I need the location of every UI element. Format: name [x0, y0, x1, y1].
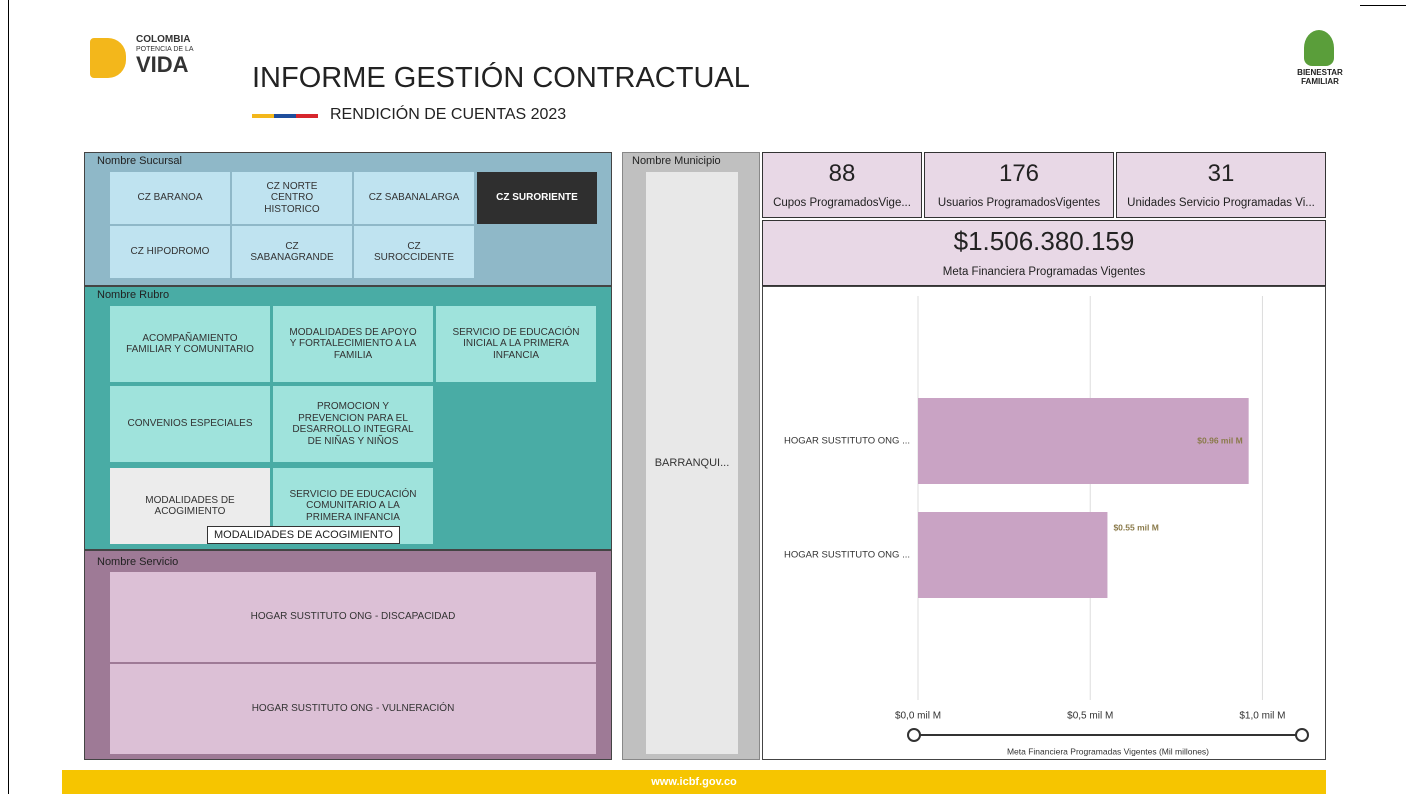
border [1360, 5, 1406, 6]
kpi-card [762, 152, 922, 218]
title: INFORME GESTIÓN CONTRACTUAL [252, 62, 750, 94]
logo-text: FAMILIAR [1301, 77, 1339, 86]
kpi-card [924, 152, 1114, 218]
chart-panel [762, 286, 1326, 760]
kpi-card [1116, 152, 1326, 218]
logo-text: BIENESTAR [1297, 68, 1343, 77]
flag [252, 114, 274, 118]
slicer-button[interactable]: PROMOCION Y PREVENCION PARA EL DESARROLL… [273, 386, 433, 462]
slicer-button[interactable]: MODALIDADES DE APOYO Y FORTALECIMIENTO A… [273, 306, 433, 382]
panel-label: Nombre Municipio [632, 155, 721, 167]
slicer-button[interactable]: HOGAR SUSTITUTO ONG - VULNERACIÓN [110, 664, 596, 754]
footer: www.icbf.gov.co [62, 770, 1326, 794]
flag [296, 114, 318, 118]
logo-text: COLOMBIA [136, 34, 191, 45]
slicer-button[interactable]: CZ SABANAGRANDE [232, 226, 352, 278]
kpi-label: Usuarios ProgramadosVigentes [937, 197, 1101, 209]
slicer-button[interactable]: HOGAR SUSTITUTO ONG - DISCAPACIDAD [110, 572, 596, 662]
kpi-value: 31 [1207, 160, 1235, 187]
slicer-button[interactable]: BARRANQUI... [646, 172, 738, 754]
slicer-button[interactable]: ACOMPAÑAMIENTO FAMILIAR Y COMUNITARIO [110, 306, 270, 382]
logo-text: POTENCIA DE LA [136, 46, 194, 53]
slicer-button[interactable]: CZ SUROCCIDENTE [354, 226, 474, 278]
kpi-value: 176 [998, 160, 1040, 187]
slicer-button[interactable]: CZ SURORIENTE [477, 172, 597, 224]
panel-label: Nombre Servicio [97, 556, 179, 568]
kpi-label: Unidades Servicio Programadas Vi... [1127, 197, 1315, 209]
tooltip: MODALIDADES DE ACOGIMIENTO [207, 526, 400, 544]
panel-label: Nombre Sucursal [97, 155, 182, 167]
slicer-button[interactable]: CZ BARANOA [110, 172, 230, 224]
kpi-label: Meta Financiera Programadas Vigentes [942, 266, 1146, 278]
slicer-button[interactable]: CONVENIOS ESPECIALES [110, 386, 270, 462]
kpi-value: 88 [828, 160, 856, 187]
logo-mark [1304, 30, 1334, 66]
kpi-card [762, 220, 1326, 286]
slicer-button[interactable]: CZ SABANALARGA [354, 172, 474, 224]
border [8, 0, 9, 794]
slicer-button[interactable]: CZ HIPODROMO [110, 226, 230, 278]
logo-mark [90, 38, 126, 78]
panel-label: Nombre Rubro [97, 289, 170, 301]
kpi-label: Cupos ProgramadosVige... [773, 197, 911, 209]
logo-text: VIDA [136, 52, 189, 77]
kpi-value: $1.506.380.159 [953, 226, 1135, 256]
flag [274, 114, 296, 118]
slicer-button[interactable]: SERVICIO DE EDUCACIÓN INICIAL A LA PRIME… [436, 306, 596, 382]
slicer-button[interactable]: CZ NORTE CENTRO HISTORICO [232, 172, 352, 224]
subtitle: RENDICIÓN DE CUENTAS 2023 [330, 106, 567, 123]
